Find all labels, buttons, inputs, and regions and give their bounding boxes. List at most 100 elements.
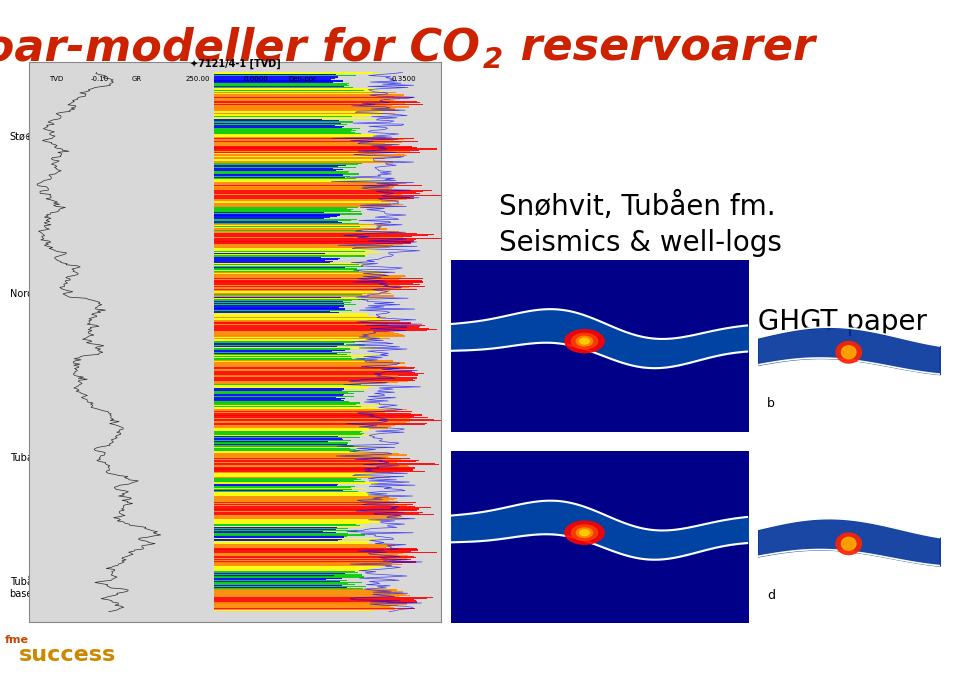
Bar xyxy=(215,575,335,577)
Bar xyxy=(215,331,390,332)
Bar xyxy=(215,419,433,420)
Bar xyxy=(215,130,357,131)
Text: Nordmela⊕: Nordmela⊕ xyxy=(10,289,65,299)
Bar xyxy=(215,139,404,140)
Bar xyxy=(215,466,409,467)
Bar xyxy=(215,228,386,230)
Bar xyxy=(215,410,397,411)
Text: a: a xyxy=(460,404,468,417)
Bar xyxy=(215,486,355,487)
Bar xyxy=(215,598,427,599)
Bar xyxy=(215,500,389,501)
Bar xyxy=(215,517,397,518)
Bar xyxy=(215,141,418,142)
Bar xyxy=(215,197,410,198)
Bar xyxy=(215,142,402,143)
Bar xyxy=(215,370,404,371)
Bar xyxy=(215,265,366,266)
Bar xyxy=(215,504,413,505)
Text: c: c xyxy=(460,596,467,609)
Bar xyxy=(215,469,412,471)
Bar xyxy=(215,315,368,316)
Bar xyxy=(215,519,383,521)
Bar xyxy=(215,273,383,274)
Bar xyxy=(215,389,342,391)
Bar xyxy=(215,248,378,249)
Bar xyxy=(215,73,381,74)
Bar xyxy=(215,425,394,426)
Bar xyxy=(215,456,389,458)
Bar xyxy=(215,234,434,235)
Bar xyxy=(215,556,414,557)
Bar xyxy=(215,363,405,364)
Bar xyxy=(215,207,358,208)
Bar xyxy=(215,281,423,282)
Bar xyxy=(215,316,376,317)
Bar xyxy=(215,558,408,560)
Text: 2: 2 xyxy=(482,47,503,74)
Bar xyxy=(215,341,354,342)
Bar xyxy=(215,277,401,278)
Bar xyxy=(215,490,343,491)
Bar xyxy=(215,209,353,210)
Bar xyxy=(215,564,386,566)
Bar xyxy=(215,269,375,271)
Text: Stø⊕: Stø⊕ xyxy=(10,132,34,142)
Text: Tubaen⊕: Tubaen⊕ xyxy=(10,453,53,463)
Bar xyxy=(215,446,354,447)
Bar xyxy=(215,143,385,144)
Bar xyxy=(215,184,399,185)
Bar xyxy=(215,163,359,165)
Bar xyxy=(215,157,401,158)
Bar xyxy=(215,205,391,206)
Bar xyxy=(215,176,345,178)
Bar xyxy=(215,542,369,543)
Bar xyxy=(215,146,411,148)
Bar xyxy=(215,206,388,207)
Bar xyxy=(215,268,358,269)
Bar xyxy=(215,472,393,473)
Bar xyxy=(215,340,369,341)
Bar xyxy=(215,91,383,92)
Bar xyxy=(215,501,398,502)
Bar xyxy=(215,484,338,485)
Bar xyxy=(215,541,376,542)
Bar xyxy=(215,497,389,498)
Bar xyxy=(215,521,380,523)
Bar xyxy=(215,344,344,345)
Bar xyxy=(215,251,364,252)
Ellipse shape xyxy=(572,525,597,540)
Bar xyxy=(215,243,410,244)
Bar xyxy=(215,348,350,350)
Bar xyxy=(215,107,391,109)
Bar xyxy=(215,492,368,493)
Bar xyxy=(215,232,402,233)
Bar xyxy=(215,194,402,195)
Bar xyxy=(215,580,347,581)
Bar xyxy=(215,590,403,592)
Bar xyxy=(215,544,395,545)
Bar xyxy=(215,487,351,488)
Text: Pham et al (2010) GHGT paper: Pham et al (2010) GHGT paper xyxy=(499,308,926,336)
Bar xyxy=(215,219,357,220)
Bar xyxy=(215,79,332,81)
Text: b: b xyxy=(767,397,775,410)
Ellipse shape xyxy=(841,538,856,550)
Bar xyxy=(215,582,363,583)
Bar xyxy=(215,302,351,303)
Bar xyxy=(215,286,425,287)
Bar xyxy=(215,462,397,463)
Bar xyxy=(215,305,343,306)
Bar xyxy=(215,327,419,328)
Bar xyxy=(215,282,412,284)
Bar xyxy=(215,505,407,506)
Bar xyxy=(215,158,386,159)
Bar xyxy=(215,408,378,409)
Bar xyxy=(215,135,372,137)
Bar xyxy=(215,236,412,237)
Bar xyxy=(215,435,374,436)
Bar xyxy=(215,81,334,83)
Bar xyxy=(215,484,337,486)
Bar xyxy=(215,351,332,352)
Bar xyxy=(215,208,347,209)
